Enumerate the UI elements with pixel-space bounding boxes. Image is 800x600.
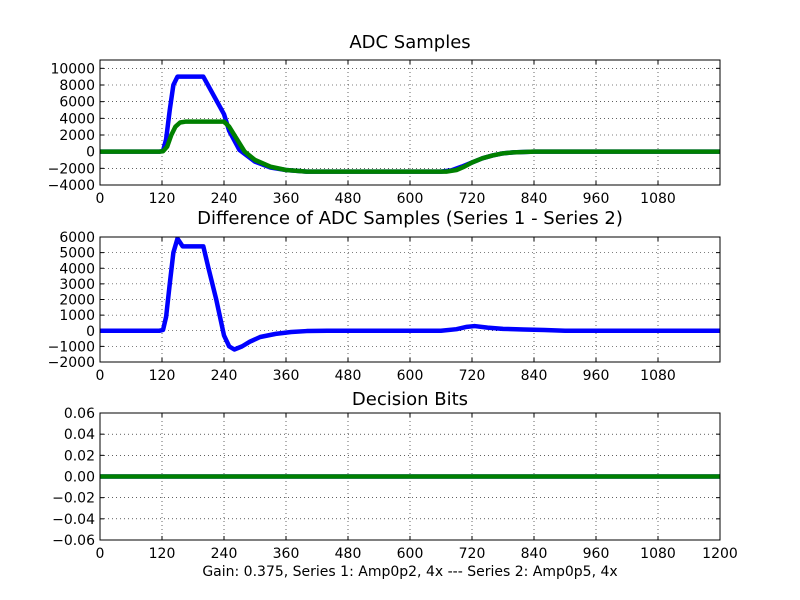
y-tick-label: −2000 <box>48 161 95 177</box>
x-tick-label: 840 <box>521 546 548 562</box>
x-tick-label: 600 <box>397 191 424 207</box>
y-tick-label: −0.02 <box>52 491 95 507</box>
x-tick-label: 960 <box>583 191 610 207</box>
y-tick-label: −2000 <box>48 355 95 371</box>
x-tick-label: 1080 <box>640 368 676 384</box>
x-tick-label: 960 <box>583 368 610 384</box>
y-tick-label: 0.06 <box>64 406 95 422</box>
y-tick-label: 0.04 <box>64 427 95 443</box>
x-tick-label: 240 <box>211 546 238 562</box>
axes-frame <box>99 236 721 363</box>
x-tick-label: 360 <box>273 546 300 562</box>
chart-title: Difference of ADC Samples (Series 1 - Se… <box>197 208 623 229</box>
x-tick-label: 120 <box>149 368 176 384</box>
x-tick-label: 1080 <box>640 546 676 562</box>
y-tick-label: 1000 <box>59 308 95 324</box>
y-tick-label: 0 <box>86 145 95 161</box>
x-tick-label: 600 <box>397 546 424 562</box>
y-tick-label: −0.04 <box>52 512 95 528</box>
y-tick-label: 2000 <box>59 128 95 144</box>
series-2-line <box>100 119 720 174</box>
y-tick-label: 0.00 <box>64 470 95 486</box>
axes-frame <box>99 412 721 541</box>
figure-xlabel: Gain: 0.375, Series 1: Amp0p2, 4x --- Se… <box>202 564 617 580</box>
chart-title: Decision Bits <box>352 389 468 410</box>
x-tick-label: 720 <box>459 368 486 384</box>
chart-title: ADC Samples <box>349 32 470 53</box>
x-tick-label: 840 <box>521 191 548 207</box>
y-tick-label: 6000 <box>59 95 95 111</box>
y-tick-label: 10000 <box>50 61 95 77</box>
y-tick-label: 5000 <box>59 246 95 262</box>
x-tick-label: 120 <box>149 191 176 207</box>
x-tick-label: 0 <box>96 191 105 207</box>
x-tick-label: 960 <box>583 546 610 562</box>
x-tick-label: 1200 <box>702 546 738 562</box>
x-tick-label: 240 <box>211 191 238 207</box>
y-tick-label: −0.06 <box>52 533 95 549</box>
x-tick-label: 480 <box>335 546 362 562</box>
chart-panel-3: Decision Bits 0 120 240 360 480 600 720 840 960 10… <box>52 389 738 562</box>
x-tick-label: 720 <box>459 191 486 207</box>
axes-frame <box>99 59 721 186</box>
x-tick-label: 0 <box>96 368 105 384</box>
x-tick-label: 600 <box>397 368 424 384</box>
y-tick-label: 0 <box>86 324 95 340</box>
x-tick-label: 1080 <box>640 191 676 207</box>
x-tick-label: 360 <box>273 368 300 384</box>
y-tick-label: 6000 <box>59 230 95 246</box>
chart-panel-1: ADC Samples 0 120 240 360 480 600 720 840 960 1080… <box>48 32 721 207</box>
x-tick-label: 360 <box>273 191 300 207</box>
y-tick-label: −4000 <box>48 178 95 194</box>
chart-panel-2: Difference of ADC Samples (Series 1 - Se… <box>48 208 721 384</box>
x-tick-label: 0 <box>96 546 105 562</box>
x-tick-label: 840 <box>521 368 548 384</box>
x-tick-label: 480 <box>335 191 362 207</box>
y-tick-label: 4000 <box>59 261 95 277</box>
x-tick-label: 720 <box>459 546 486 562</box>
y-tick-label: 3000 <box>59 277 95 293</box>
x-tick-label: 480 <box>335 368 362 384</box>
x-tick-label: 120 <box>149 546 176 562</box>
x-tick-label: 240 <box>211 368 238 384</box>
y-tick-label: 4000 <box>59 111 95 127</box>
y-tick-label: 8000 <box>59 78 95 94</box>
series-1-line <box>100 237 720 352</box>
y-tick-label: −1000 <box>48 339 95 355</box>
y-tick-label: 2000 <box>59 293 95 309</box>
y-tick-label: 0.02 <box>64 448 95 464</box>
